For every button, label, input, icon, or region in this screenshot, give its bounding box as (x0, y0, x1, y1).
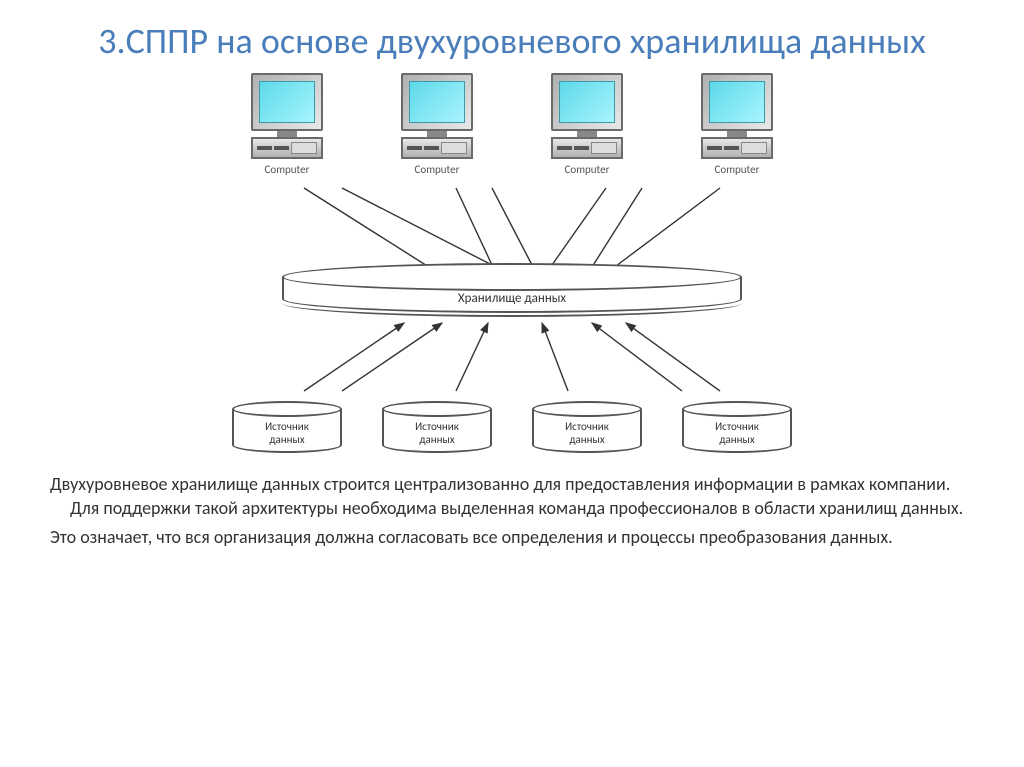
data-source: Источник данных (232, 401, 342, 453)
source-label-line2: данных (419, 433, 454, 446)
sources-row: Источник данных Источник данных Источник… (212, 401, 812, 453)
data-warehouse: Хранилище данных (282, 263, 742, 323)
computer-node: Computer (401, 73, 473, 176)
monitor-icon (701, 73, 773, 131)
paragraph-2: Это означает, что вся организация должна… (40, 526, 984, 549)
computer-label: Computer (265, 163, 310, 176)
data-source: Источник данных (682, 401, 792, 453)
monitor-icon (551, 73, 623, 131)
computer-label: Computer (715, 163, 760, 176)
computer-label: Computer (415, 163, 460, 176)
computer-node: Computer (551, 73, 623, 176)
page-title: 3.СППР на основе двухуровневого хранилищ… (40, 20, 984, 63)
warehouse-label: Хранилище данных (282, 291, 742, 306)
monitor-icon (401, 73, 473, 131)
tower-icon (251, 137, 323, 159)
source-label-line2: данных (269, 433, 304, 446)
data-source: Источник данных (382, 401, 492, 453)
source-label-line2: данных (569, 433, 604, 446)
architecture-diagram: Computer Computer Computer Computer Хран… (212, 73, 812, 453)
tower-icon (551, 137, 623, 159)
source-label-line1: Источник (265, 420, 309, 433)
source-label-line1: Источник (715, 420, 759, 433)
paragraph-1: Двухуровневое хранилище данных строится … (40, 473, 984, 520)
data-source: Источник данных (532, 401, 642, 453)
monitor-icon (251, 73, 323, 131)
tower-icon (701, 137, 773, 159)
tower-icon (401, 137, 473, 159)
source-label-line1: Источник (415, 420, 459, 433)
source-label-line1: Источник (565, 420, 609, 433)
computer-node: Computer (251, 73, 323, 176)
computer-node: Computer (701, 73, 773, 176)
computer-label: Computer (565, 163, 610, 176)
computers-row: Computer Computer Computer Computer (212, 73, 812, 176)
source-label-line2: данных (719, 433, 754, 446)
